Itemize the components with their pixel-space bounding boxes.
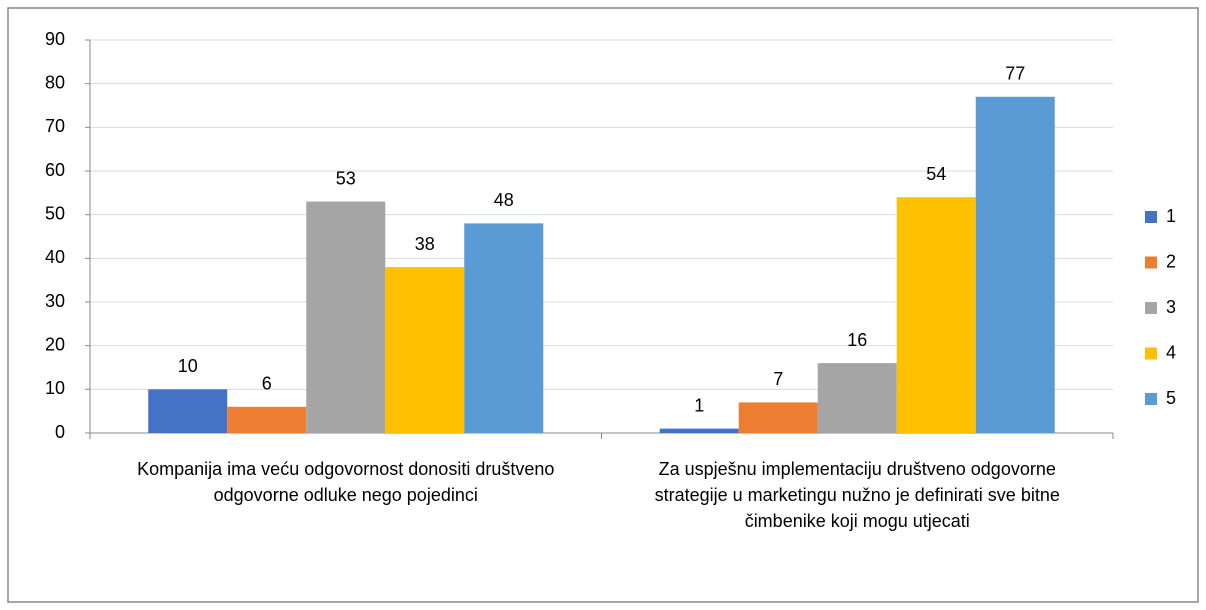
data-label: 54 bbox=[926, 164, 946, 184]
y-tick-label: 30 bbox=[45, 291, 65, 311]
data-label: 38 bbox=[415, 234, 435, 254]
data-label: 6 bbox=[262, 374, 272, 394]
data-label: 16 bbox=[847, 330, 867, 350]
data-label: 7 bbox=[773, 369, 783, 389]
x-tick-label: Za uspješnu implementaciju društveno odg… bbox=[654, 459, 1060, 531]
legend-label: 2 bbox=[1166, 251, 1176, 271]
bar bbox=[464, 223, 544, 433]
legend-label: 1 bbox=[1166, 206, 1176, 226]
y-tick-label: 10 bbox=[45, 378, 65, 398]
legend-swatch bbox=[1145, 393, 1157, 405]
bar bbox=[659, 428, 739, 433]
bar bbox=[975, 96, 1055, 434]
data-label: 10 bbox=[178, 356, 198, 376]
data-label: 48 bbox=[494, 190, 514, 210]
y-tick-label: 90 bbox=[45, 29, 65, 49]
bar bbox=[148, 389, 228, 433]
data-label: 1 bbox=[694, 395, 704, 415]
legend-swatch bbox=[1145, 256, 1157, 269]
legend-label: 4 bbox=[1166, 342, 1176, 362]
y-tick-label: 60 bbox=[45, 160, 65, 180]
y-tick-label: 80 bbox=[45, 72, 65, 92]
y-tick-label: 50 bbox=[45, 203, 65, 223]
data-label: 77 bbox=[1005, 64, 1025, 84]
y-tick-label: 0 bbox=[55, 422, 65, 442]
legend-swatch bbox=[1145, 347, 1157, 360]
y-tick-label: 40 bbox=[45, 247, 65, 267]
bar bbox=[306, 201, 386, 433]
data-label: 53 bbox=[336, 168, 356, 188]
bar bbox=[227, 406, 307, 433]
bar bbox=[738, 402, 818, 433]
legend-label: 5 bbox=[1166, 388, 1176, 408]
legend-swatch bbox=[1145, 302, 1157, 314]
bar bbox=[385, 267, 465, 433]
x-tick-label: Kompanija ima veću odgovornost donositi … bbox=[137, 459, 555, 505]
y-tick-label: 20 bbox=[45, 334, 65, 354]
legend-label: 3 bbox=[1166, 297, 1176, 317]
bar bbox=[896, 197, 976, 433]
y-tick-label: 70 bbox=[45, 116, 65, 136]
bar bbox=[817, 363, 897, 433]
legend-swatch bbox=[1145, 211, 1157, 223]
